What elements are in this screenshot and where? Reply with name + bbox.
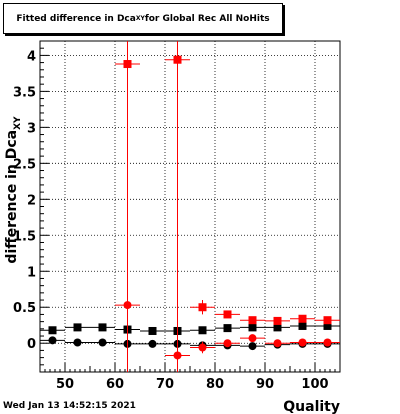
x-tick-label: 90	[256, 377, 274, 392]
data-point-circle	[173, 351, 182, 360]
data-point-square	[148, 326, 157, 335]
data-point-square	[73, 323, 82, 332]
y-axis-label: difference in DcaXY	[4, 116, 23, 264]
data-point-square	[198, 303, 207, 312]
x-axis-label: Quality	[283, 399, 340, 414]
data-point-circle	[323, 338, 332, 347]
data-point-circle	[98, 338, 107, 347]
data-point-square	[98, 323, 107, 332]
data-point-square	[223, 310, 232, 319]
axes: 50 60 70 80 90 100 0 0.5 1 1.5 2 2.5 3 3.5 4	[13, 40, 341, 392]
data-point-circle	[73, 338, 82, 347]
y-axis-label-group: difference in DcaXY	[4, 116, 23, 264]
data-point-square	[298, 314, 307, 323]
data-point-circle	[48, 336, 57, 345]
data-point-circle	[123, 301, 132, 310]
data-marks	[40, 41, 340, 372]
data-point-square	[323, 316, 332, 325]
x-tick-label: 60	[106, 377, 124, 392]
data-point-square	[248, 316, 257, 325]
x-tick-label: 80	[206, 377, 224, 392]
data-point-circle	[273, 339, 282, 348]
data-point-square	[173, 55, 182, 64]
data-point-circle	[148, 339, 157, 348]
y-tick-label: 4	[27, 49, 36, 64]
data-point-circle	[298, 338, 307, 347]
data-point-square	[248, 323, 257, 332]
data-point-square	[123, 60, 132, 69]
data-point-circle	[248, 342, 257, 351]
data-point-square	[298, 321, 307, 330]
data-point-square	[273, 323, 282, 332]
y-tick-label: 1	[27, 265, 36, 280]
y-axis-label-subscript: XY	[13, 116, 23, 130]
data-point-square	[323, 321, 332, 330]
data-point-square	[48, 326, 57, 335]
y-tick-label: 3	[27, 121, 36, 136]
data-point-square	[223, 324, 232, 333]
plot-frame	[39, 40, 341, 373]
chart-title-subscript: XY	[135, 15, 145, 22]
y-tick-label: 0	[27, 337, 36, 352]
chart-title-suffix: for Global Rec All NoHits	[144, 13, 270, 24]
data-point-circle	[248, 334, 257, 343]
data-point-circle	[223, 339, 232, 348]
x-tick-label: 70	[156, 377, 174, 392]
timestamp-footer: Wed Jan 13 14:52:15 2021	[3, 401, 136, 411]
chart-title: Fitted difference in Dca XY for Global Re…	[3, 3, 283, 34]
y-tick-label: 0.5	[13, 301, 36, 316]
y-tick-label: 3.5	[13, 85, 36, 100]
grid-lines	[40, 41, 340, 372]
y-tick-label: 1.5	[13, 229, 36, 244]
y-tick-label: 2.5	[13, 157, 36, 172]
chart-title-prefix: Fitted difference in Dca	[16, 13, 136, 24]
data-point-square	[273, 316, 282, 325]
y-tick-label: 2	[27, 193, 36, 208]
data-point-square	[198, 326, 207, 335]
x-tick-label: 100	[301, 377, 328, 392]
x-tick-label: 50	[56, 377, 74, 392]
data-point-circle	[198, 343, 207, 352]
